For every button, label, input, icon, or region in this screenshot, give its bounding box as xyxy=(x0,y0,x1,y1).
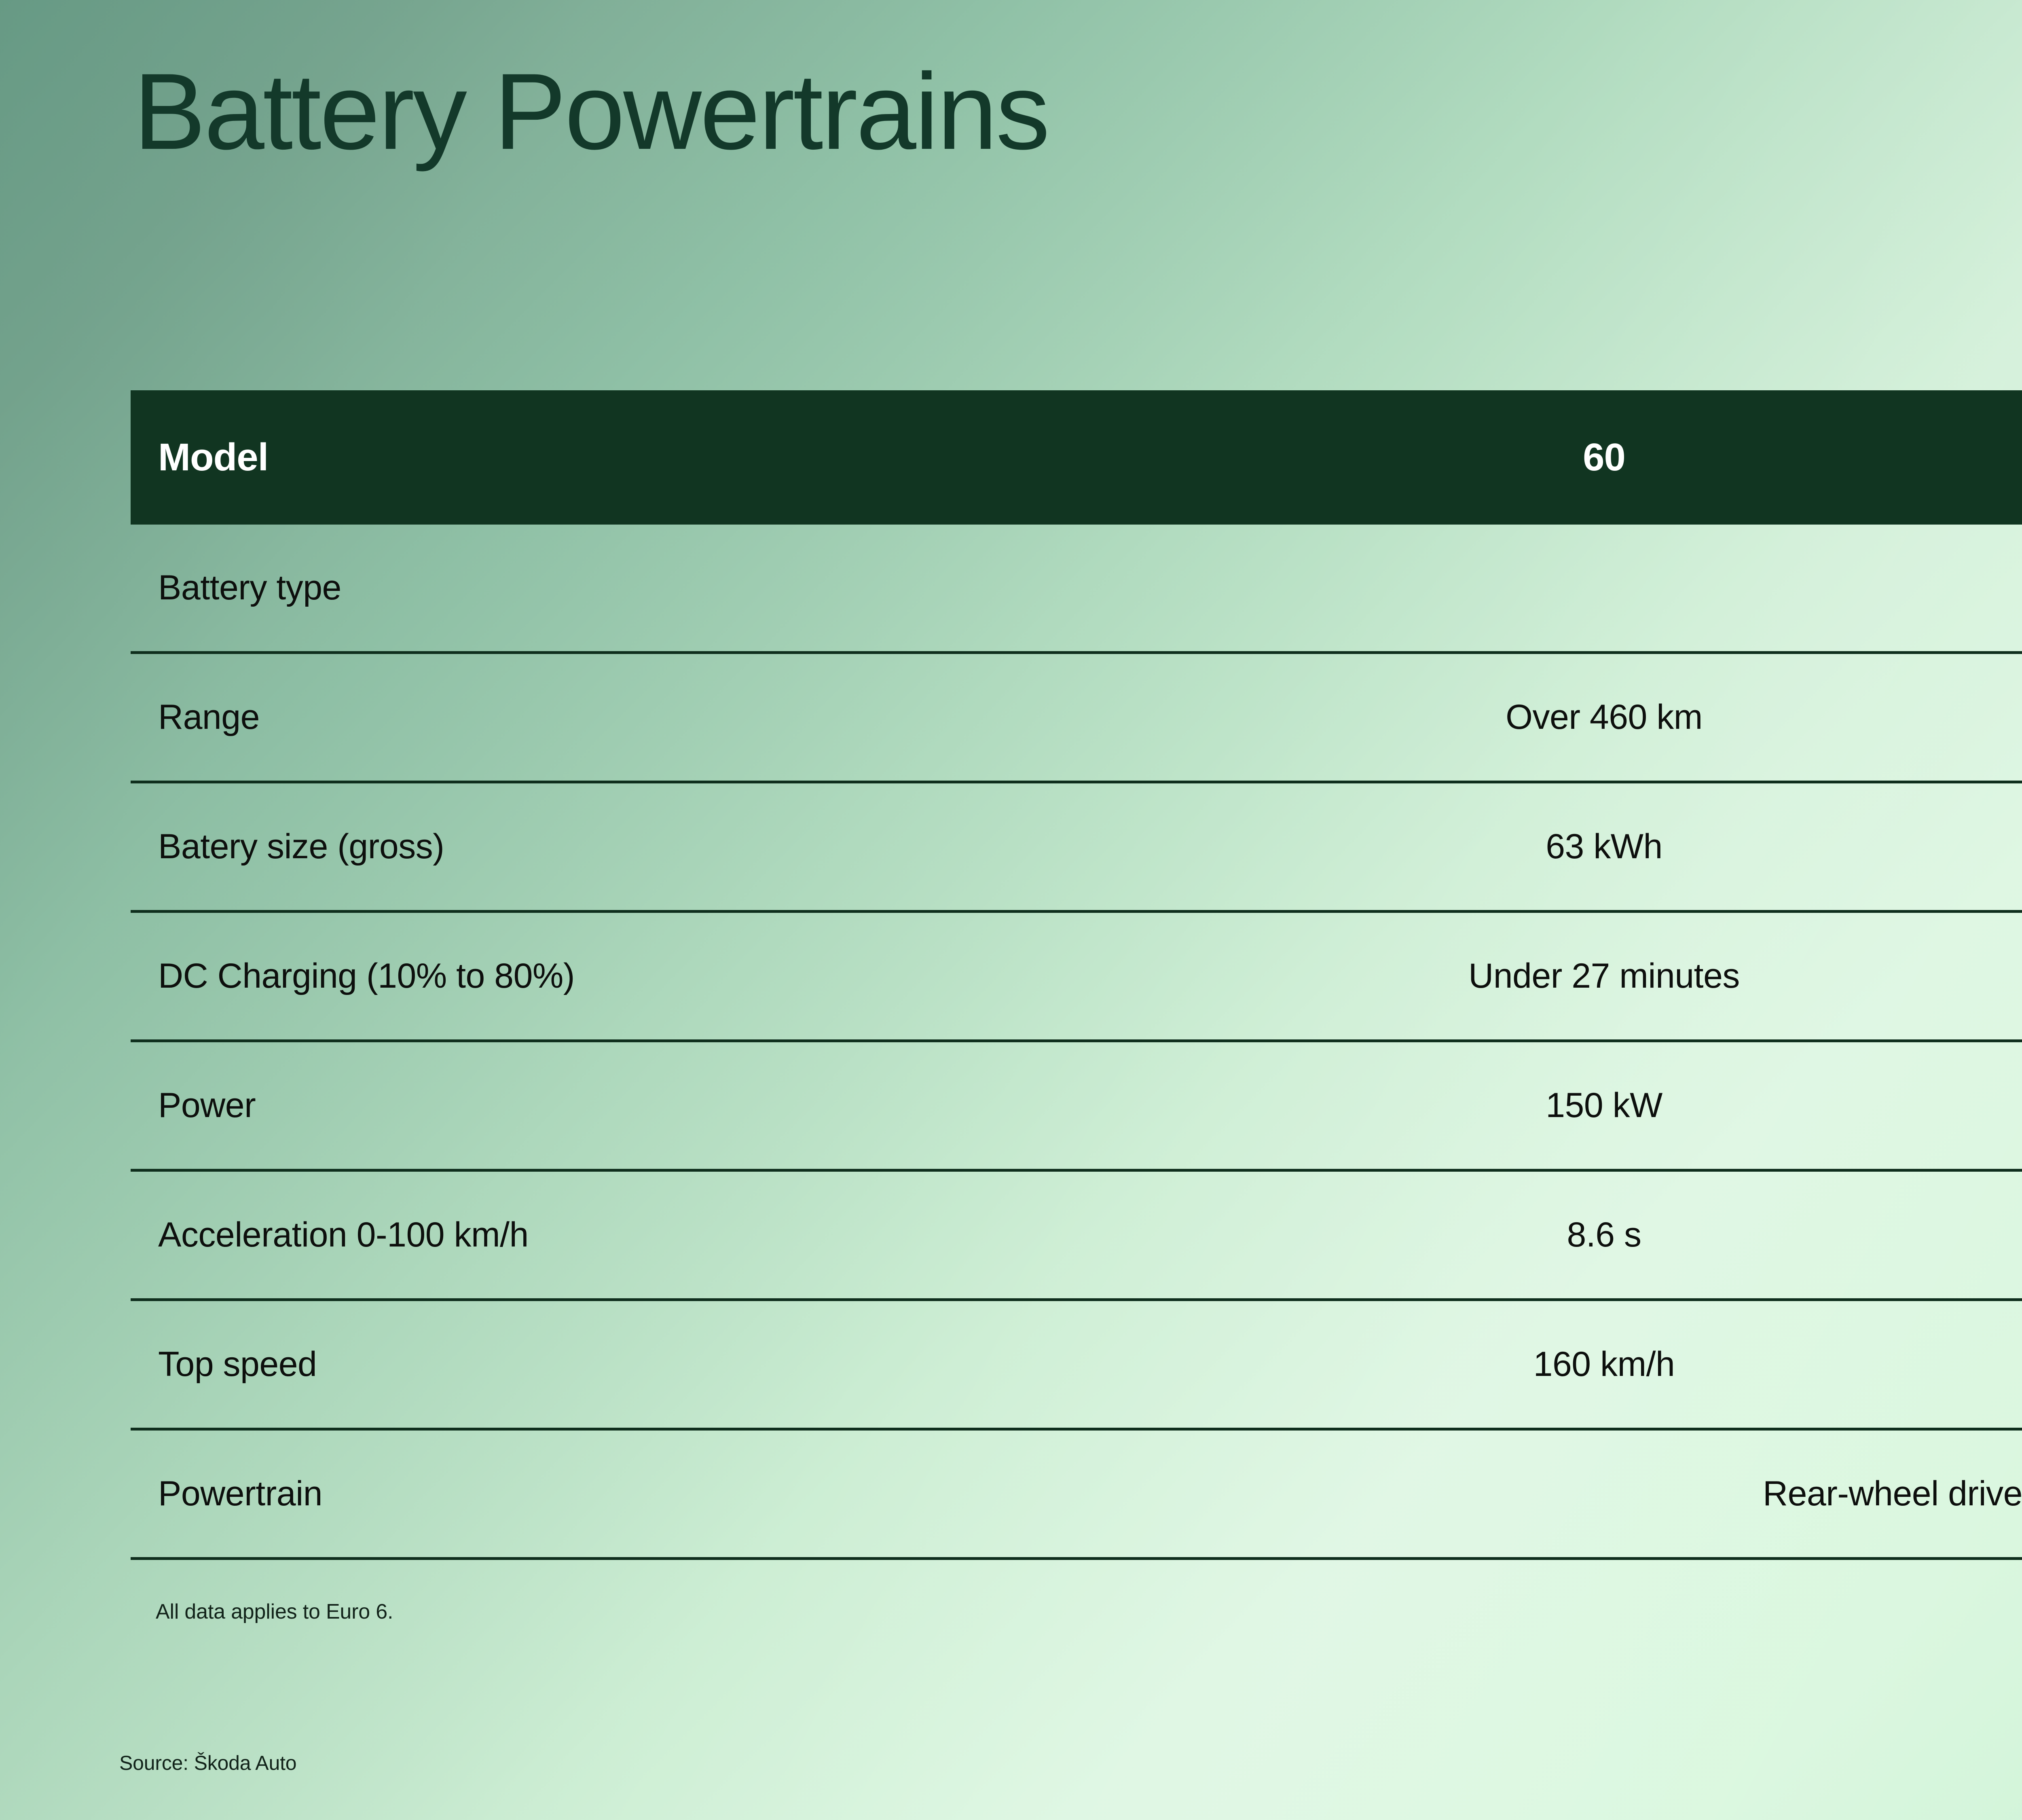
source-caption: Source: Škoda Auto xyxy=(119,1752,297,1774)
table-row: DC Charging (10% to 80%) Under 27 minute… xyxy=(131,910,2022,1039)
cell-range-90: Over 600 km xyxy=(1893,697,2022,738)
row-label-acceleration: Acceleration 0-100 km/h xyxy=(158,1215,529,1254)
table-row: Batery size (gross) 63 kWh 91 kWh 91 kWh xyxy=(131,781,2022,910)
cell-battery-type-all: Lithium-ion (NMC) xyxy=(1316,567,2022,608)
table-row: Top speed 160 km/h 180 km/h 180 km/h xyxy=(131,1298,2022,1428)
cell-power-60: 150 kW xyxy=(1546,1086,1662,1125)
cell-range-60: Over 460 km xyxy=(1506,697,1703,736)
table-row: Powertrain Rear-wheel drive All-wheel dr… xyxy=(131,1428,2022,1560)
specs-table: Model 60 90 90x Battery type Lithium-ion… xyxy=(131,390,2022,1560)
table-footnote: All data applies to Euro 6. xyxy=(156,1600,393,1623)
cell-acceleration-90: 7.1 s xyxy=(1893,1215,2022,1255)
cell-dc-charging-60: Under 27 minutes xyxy=(1468,956,1740,995)
page-title: Battery Powertrains xyxy=(133,51,1050,172)
cell-acceleration-60: 8.6 s xyxy=(1567,1215,1641,1254)
row-label-powertrain: Powertrain xyxy=(158,1474,323,1513)
cell-battery-size-90: 91 kWh xyxy=(1893,826,2022,867)
table-body: Battery type Lithium-ion (NMC) Range Ove… xyxy=(131,525,2022,1560)
row-label-top-speed: Top speed xyxy=(158,1345,317,1384)
cell-battery-size-60: 63 kWh xyxy=(1546,827,1662,866)
row-label-battery-type: Battery type xyxy=(158,568,341,607)
cell-powertrain-60-90: Rear-wheel drive xyxy=(1762,1474,2022,1513)
column-header-model: Model xyxy=(158,436,269,479)
cell-dc-charging-90: Under 28 minutes xyxy=(1893,956,2022,997)
cell-power-90: 210 kW xyxy=(1893,1085,2022,1126)
row-label-dc-charging: DC Charging (10% to 80%) xyxy=(158,957,575,995)
cell-top-speed-90: 180 km/h xyxy=(1893,1344,2022,1385)
column-header-90: 90 xyxy=(1893,435,2022,480)
row-label-battery-size: Batery size (gross) xyxy=(158,827,444,866)
table-row: Battery type Lithium-ion (NMC) xyxy=(131,525,2022,651)
table-row: Range Over 460 km Over 600 km Over 600 k… xyxy=(131,651,2022,781)
table-row: Power 150 kW 210 kW 220 kW xyxy=(131,1039,2022,1169)
row-label-power: Power xyxy=(158,1086,256,1125)
cell-top-speed-60: 160 km/h xyxy=(1533,1344,1675,1384)
row-label-range: Range xyxy=(158,698,260,736)
column-header-60: 60 xyxy=(1583,436,1626,479)
table-header-row: Model 60 90 90x xyxy=(131,390,2022,525)
table-row: Acceleration 0-100 km/h 8.6 s 7.1 s 6.7 … xyxy=(131,1169,2022,1298)
